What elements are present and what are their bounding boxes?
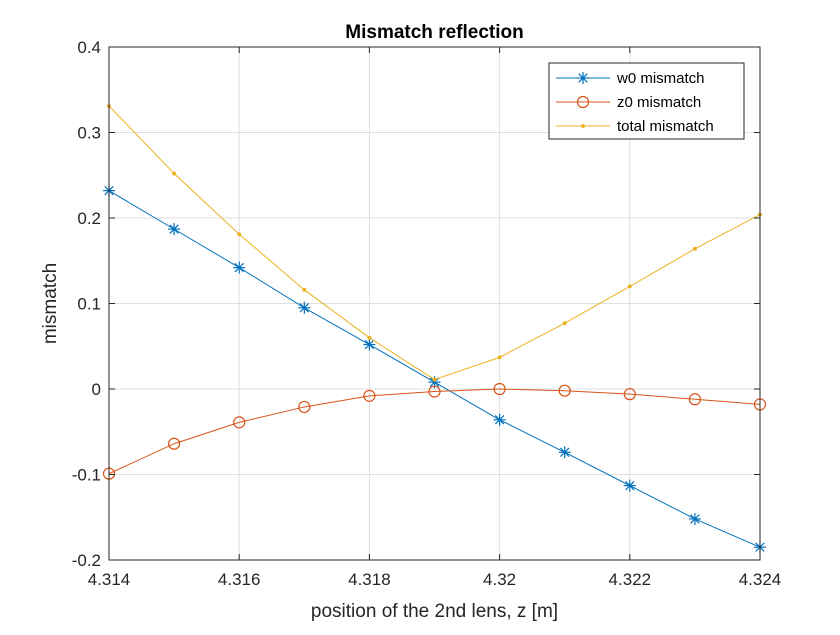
legend: w0 mismatch z0 mismatch total mismatch	[548, 62, 745, 140]
data-point-3	[367, 335, 372, 340]
data-point-2	[168, 437, 181, 450]
data-point-3	[562, 321, 567, 326]
x-tick-label: 4.316	[218, 570, 261, 589]
data-point-1-stroke	[690, 514, 700, 524]
y-tick-label: 0	[92, 380, 101, 399]
legend-entry-2: z0 mismatch	[556, 94, 701, 111]
data-point-1-stroke	[234, 262, 244, 273]
data-point-1	[168, 223, 181, 236]
legend-label: w0 mismatch	[616, 70, 705, 87]
data-point-2	[233, 416, 246, 429]
data-point-2	[428, 385, 441, 398]
data-point-1	[493, 413, 506, 426]
data-point-2	[493, 382, 506, 396]
data-point-3	[172, 171, 177, 176]
legend-entry-1: w0 mismatch	[556, 70, 705, 87]
data-point-3	[692, 246, 697, 251]
data-point-3	[432, 377, 437, 382]
data-point-1-stroke	[364, 339, 375, 350]
data-point-3	[302, 287, 307, 292]
data-point-1-stroke	[169, 224, 179, 234]
data-point-2	[558, 384, 571, 397]
legend-marker	[577, 72, 589, 84]
legend-marker-stroke	[578, 73, 588, 83]
data-point-1-stroke	[559, 447, 570, 458]
legend-label: total mismatch	[617, 118, 714, 135]
data-point-1-stroke	[494, 415, 505, 425]
data-point-2	[623, 388, 636, 401]
series-line-2	[108, 388, 761, 475]
y-tick-label: 0.3	[77, 124, 101, 143]
x-tick-label: 4.318	[348, 570, 391, 589]
x-axis-label: position of the 2nd lens, z [m]	[311, 601, 558, 622]
x-tick-label: 4.32	[483, 570, 516, 589]
x-tick-label: 4.322	[609, 570, 652, 589]
data-point-3	[627, 284, 632, 289]
y-tick-label: 0.1	[77, 295, 101, 314]
y-tick-label: -0.2	[72, 551, 101, 570]
y-axis-label: mismatch	[40, 263, 61, 344]
data-point-3	[237, 232, 242, 237]
data-point-1-stroke	[625, 480, 635, 491]
data-point-1	[623, 479, 636, 492]
data-point-3	[497, 355, 502, 360]
data-point-1-stroke	[429, 377, 440, 387]
x-tick-label: 4.324	[739, 570, 782, 589]
x-tick-label: 4.314	[88, 570, 131, 589]
legend-label: z0 mismatch	[617, 94, 701, 111]
legend-entry-3: total mismatch	[556, 118, 714, 135]
data-point-1	[298, 301, 311, 314]
y-tick-label: 0.4	[77, 38, 101, 57]
data-point-1	[363, 338, 376, 351]
data-point-1-stroke	[299, 303, 310, 313]
data-point-2	[298, 400, 311, 414]
legend-marker	[576, 95, 590, 109]
axis-ticks: 4.314 4.316 4.318 4.32 4.322 4.324 -0.2 -0.1 0 0.…	[72, 38, 782, 589]
y-tick-label: -0.1	[72, 466, 101, 485]
y-tick-label: 0.2	[77, 209, 101, 228]
data-point-1	[688, 512, 701, 525]
data-point-2	[363, 389, 376, 402]
legend-marker	[580, 123, 586, 129]
chart-title: Mismatch reflection	[345, 22, 523, 43]
data-point-1	[233, 261, 246, 274]
data-point-2	[688, 393, 702, 406]
data-point-1	[558, 446, 571, 459]
